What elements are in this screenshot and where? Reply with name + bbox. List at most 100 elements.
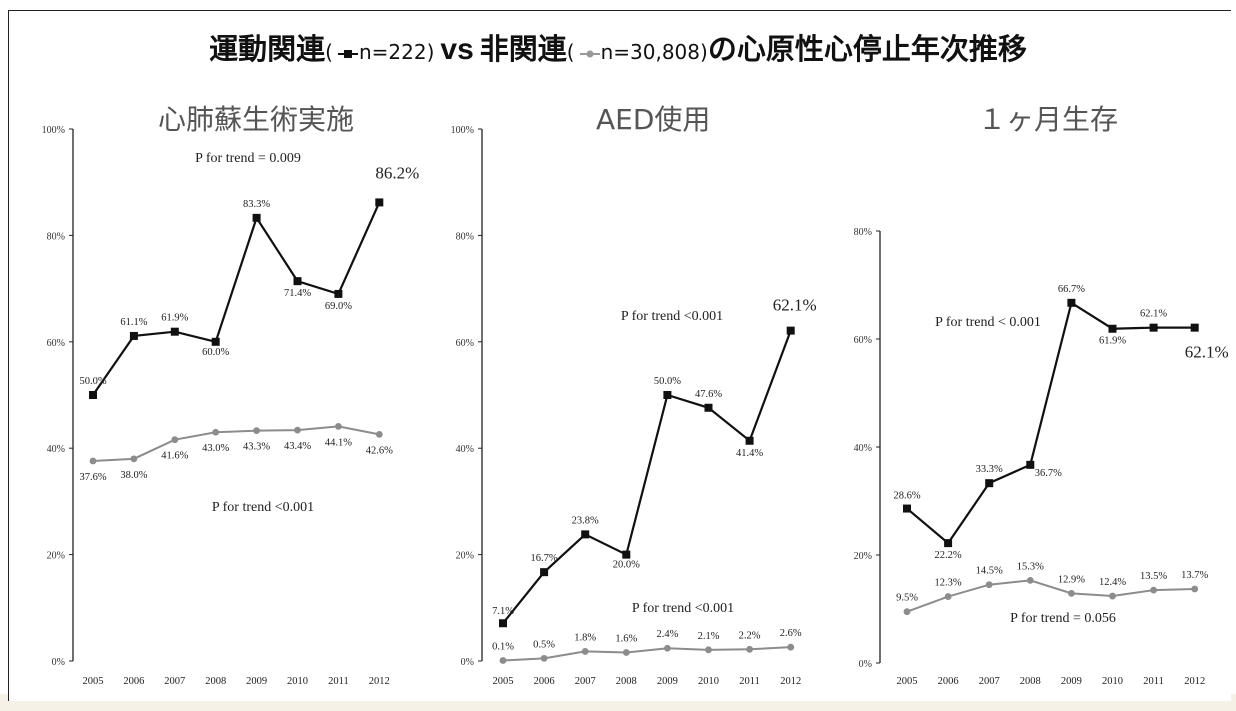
data-label: 37.6%: [79, 472, 106, 483]
x-tick-label: 2005: [493, 676, 514, 687]
chart-title-cpr: 心肺蘇生術実施: [158, 103, 355, 136]
data-point-unrelated: [985, 581, 993, 589]
data-label: 42.6%: [366, 445, 393, 456]
data-point-unrelated: [1191, 585, 1199, 593]
data-point-related: [1108, 324, 1117, 333]
data-point-related: [581, 530, 590, 539]
data-point-unrelated: [540, 654, 548, 662]
x-tick-label: 2009: [657, 676, 678, 687]
series-line-related: [92, 201, 381, 396]
data-label: 15.3%: [1017, 561, 1044, 572]
data-label: 12.4%: [1099, 577, 1126, 588]
x-tick-label: 2007: [979, 676, 1000, 687]
p-trend-annotation: P for trend = 0.009: [195, 151, 301, 166]
title-vs: vs: [440, 33, 474, 66]
legend-unrelated-n: n=30,808: [600, 40, 700, 64]
x-tick-label: 2009: [1061, 676, 1082, 687]
x-tick-label: 2010: [1102, 676, 1123, 687]
data-label: 43.0%: [202, 443, 229, 454]
legend-related-icon: [337, 49, 358, 58]
title-suffix: の心原性心停止年次推移: [707, 32, 1027, 66]
data-point-related: [252, 213, 261, 222]
data-point-unrelated: [375, 430, 383, 438]
p-trend-annotation: P for trend <0.001: [212, 500, 314, 515]
x-tick-label: 2011: [1143, 676, 1164, 687]
x-tick-label: 2010: [287, 676, 308, 687]
data-label: 66.7%: [1058, 284, 1085, 295]
y-tick-label: 100%: [42, 125, 65, 136]
data-label: 2.4%: [656, 629, 678, 640]
data-label: 13.7%: [1181, 570, 1208, 581]
data-label: 43.3%: [243, 442, 270, 453]
data-label: 7.1%: [492, 606, 514, 617]
x-tick-label: 2010: [698, 676, 719, 687]
data-label: 47.6%: [695, 389, 722, 400]
data-point-related: [170, 327, 179, 336]
data-label: 2.2%: [739, 630, 761, 641]
data-label: 14.5%: [976, 566, 1003, 577]
x-tick-label: 2006: [534, 676, 555, 687]
y-tick-label: 100%: [451, 125, 474, 136]
data-label: 43.4%: [284, 441, 311, 452]
y-tick-label: 80%: [47, 231, 65, 242]
figure-frame: [8, 10, 1231, 701]
data-point-unrelated: [787, 643, 795, 651]
data-point-related: [375, 198, 384, 207]
data-point-unrelated: [1026, 576, 1034, 584]
x-tick-label: 2011: [328, 676, 349, 687]
x-tick-label: 2006: [938, 676, 959, 687]
data-point-unrelated: [499, 657, 507, 664]
data-point-related: [540, 568, 549, 577]
y-tick-label: 20%: [854, 551, 872, 562]
series-line-unrelated: [906, 579, 1195, 613]
data-label: 9.5%: [896, 593, 918, 604]
y-tick-label: 60%: [456, 338, 474, 349]
x-tick-label: 2007: [164, 676, 185, 687]
data-point-related: [1190, 323, 1199, 332]
data-label: 16.7%: [531, 553, 558, 564]
data-label: 83.3%: [243, 199, 270, 210]
x-tick-label: 2012: [369, 676, 390, 687]
y-tick-label: 0%: [461, 657, 474, 668]
y-tick-label: 80%: [456, 231, 474, 242]
data-point-related: [985, 479, 994, 488]
data-point-related: [663, 391, 672, 399]
data-point-unrelated: [89, 457, 97, 465]
data-label: 1.6%: [615, 633, 637, 644]
data-label: 62.1%: [1140, 309, 1167, 320]
data-point-unrelated: [746, 645, 753, 653]
data-point-related: [903, 504, 911, 513]
data-point-related: [129, 331, 138, 340]
chart-title-aed: AED使用: [596, 103, 711, 136]
data-point-unrelated: [664, 644, 671, 652]
data-label: 23.8%: [572, 515, 599, 526]
data-label: 44.1%: [325, 437, 352, 448]
data-label-highlight: 62.1%: [1185, 343, 1229, 362]
x-tick-label: 2007: [575, 676, 596, 687]
data-point-related: [786, 326, 795, 335]
data-label: 61.1%: [120, 317, 147, 328]
series-line-related: [502, 330, 792, 624]
data-point-related: [211, 337, 220, 346]
data-point-unrelated: [294, 426, 301, 434]
data-label: 60.0%: [202, 347, 229, 358]
p-trend-annotation: P for trend <0.001: [621, 309, 723, 324]
data-label-highlight: 62.1%: [773, 296, 817, 315]
data-label: 50.0%: [79, 376, 106, 387]
legend-unrelated-icon: [579, 50, 600, 57]
p-trend-annotation: P for trend < 0.001: [935, 315, 1041, 330]
x-tick-label: 2005: [83, 676, 104, 687]
data-point-related: [1067, 298, 1076, 307]
data-point-unrelated: [212, 428, 220, 436]
y-tick-label: 0%: [859, 659, 872, 670]
data-point-unrelated: [171, 436, 179, 444]
data-point-unrelated: [705, 646, 712, 654]
main-title: 運動関連( n=222) vs 非関連( n=30,808)の心原性心停止年次推移: [209, 32, 1027, 66]
y-tick-label: 40%: [456, 444, 474, 455]
data-label: 0.5%: [533, 639, 555, 650]
y-tick-label: 60%: [854, 335, 872, 346]
data-label: 71.4%: [284, 288, 311, 299]
x-tick-label: 2006: [123, 676, 144, 687]
data-label: 22.2%: [935, 550, 962, 561]
data-label: 2.6%: [780, 628, 802, 639]
